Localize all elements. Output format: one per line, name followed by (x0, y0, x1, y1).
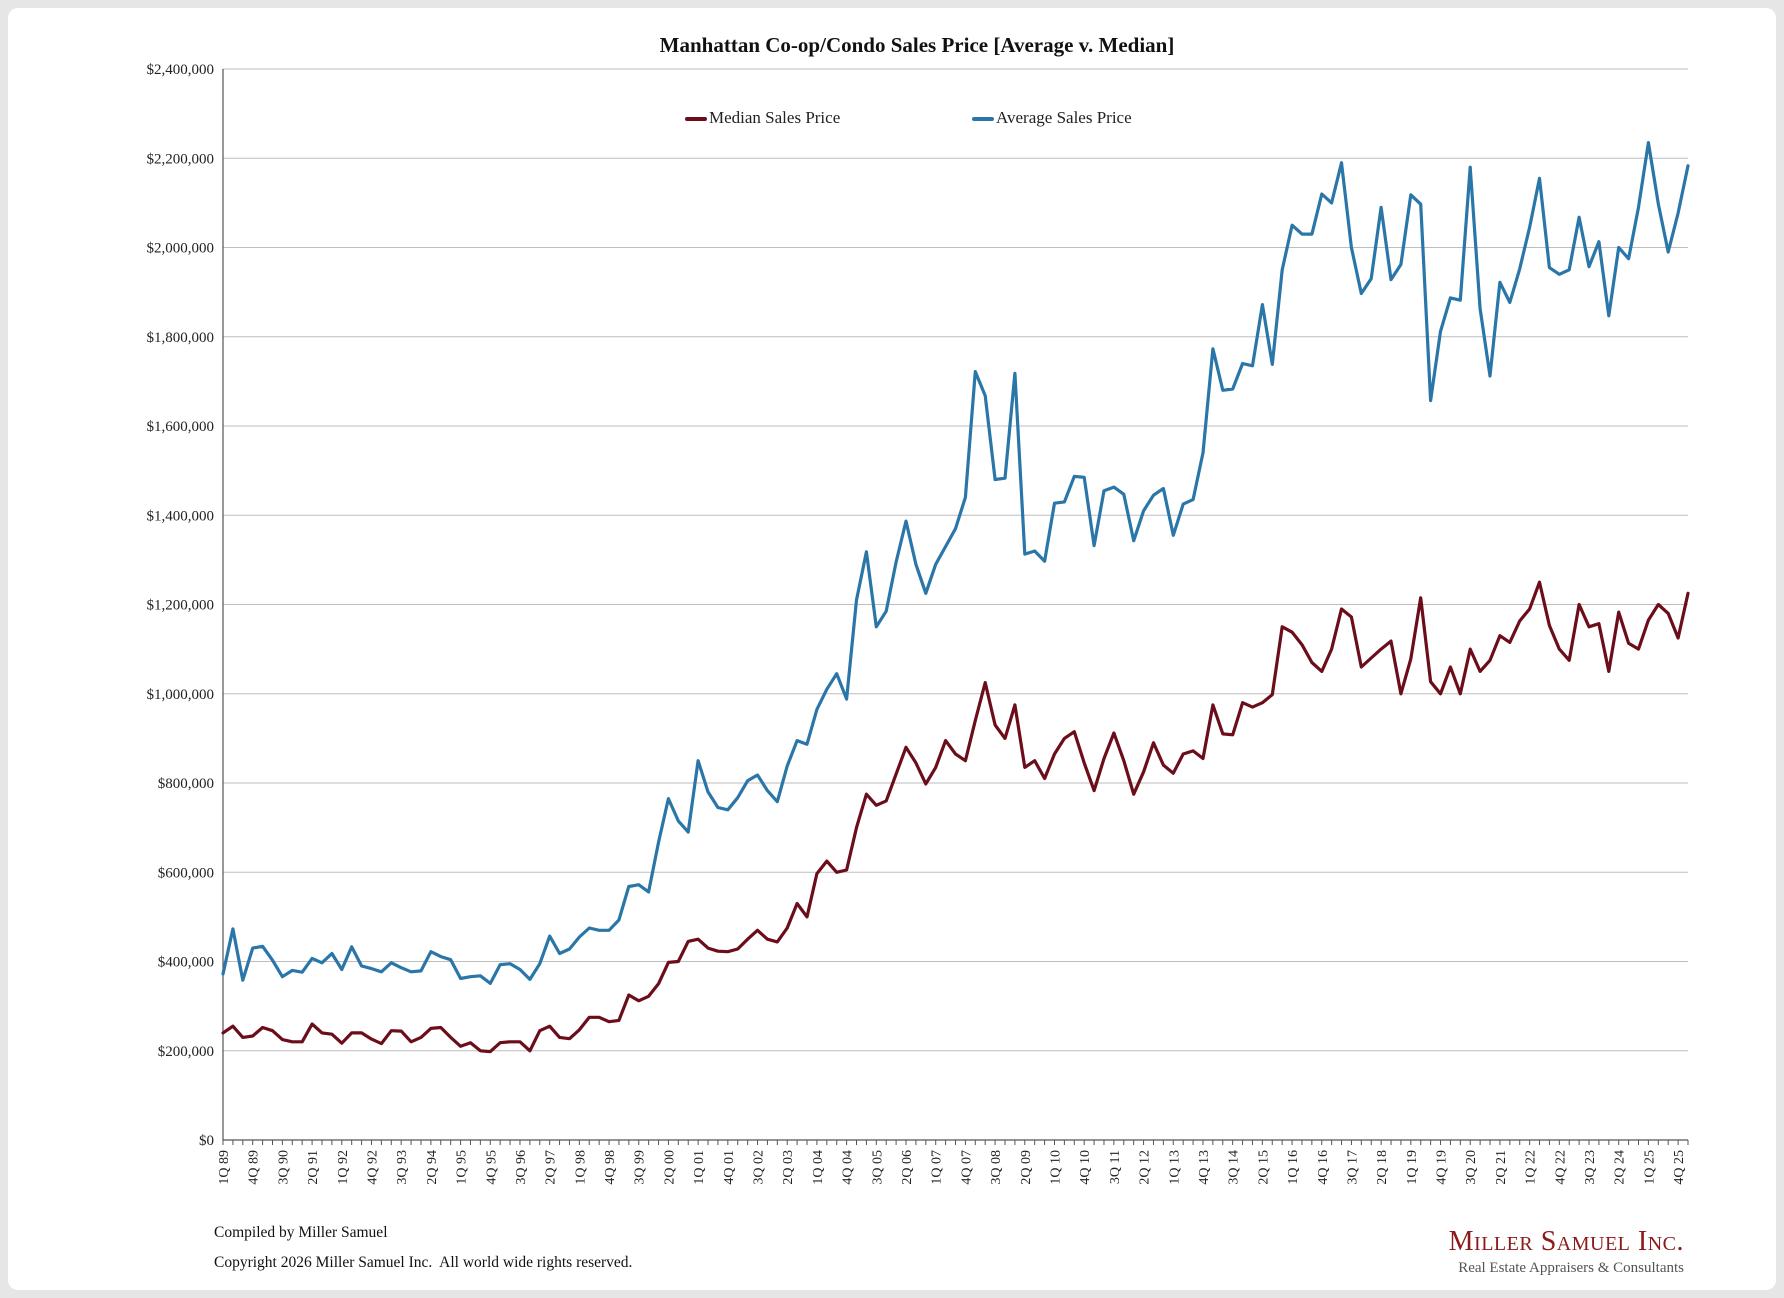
chart-svg: Manhattan Co-op/Condo Sales Price [Avera… (147, 33, 1690, 1185)
x-tick-label: 1Q 92 (336, 1150, 351, 1185)
x-tick-label: 2Q 00 (662, 1150, 677, 1185)
x-tick-label: 4Q 22 (1553, 1150, 1568, 1185)
x-tick-label: 3Q 20 (1464, 1150, 1479, 1185)
x-tick-label: 1Q 01 (692, 1150, 707, 1185)
x-tick-label: 3Q 05 (870, 1150, 885, 1185)
x-tick-label: 3Q 14 (1227, 1150, 1242, 1185)
x-tick-label: 2Q 97 (544, 1150, 559, 1185)
x-tick-label: 1Q 13 (1167, 1150, 1182, 1185)
x-tick-label: 4Q 19 (1435, 1150, 1450, 1185)
x-tick-label: 4Q 89 (247, 1150, 262, 1185)
x-tick-label: 2Q 06 (900, 1150, 915, 1185)
x-tick-label: 1Q 25 (1642, 1150, 1657, 1185)
y-tick-label: $200,000 (158, 1044, 214, 1060)
y-tick-label: $400,000 (158, 955, 214, 971)
x-tick-label: 4Q 04 (841, 1150, 856, 1185)
x-tick-label: 2Q 03 (781, 1150, 796, 1185)
y-tick-label: $2,200,000 (147, 151, 215, 167)
legend-median-swatch (685, 117, 707, 122)
series-line-median (221, 580, 1690, 1054)
y-tick-label: $1,200,000 (147, 598, 215, 614)
legend-average: Average Sales Price (972, 108, 1132, 128)
x-tick-label: 2Q 18 (1375, 1150, 1390, 1185)
legend-average-swatch (972, 117, 994, 122)
x-tick-label: 1Q 04 (811, 1150, 826, 1185)
x-tick-label: 2Q 09 (1019, 1150, 1034, 1185)
x-tick-label: 1Q 16 (1286, 1150, 1301, 1185)
x-tick-label: 3Q 99 (633, 1150, 648, 1185)
x-tick-label: 3Q 08 (989, 1150, 1004, 1185)
x-tick-label: 2Q 94 (425, 1150, 440, 1185)
brand-tagline: Real Estate Appraisers & Consultants (1458, 1260, 1684, 1276)
x-tick-label: 3Q 96 (514, 1150, 529, 1185)
x-tick-label: 2Q 15 (1256, 1150, 1271, 1185)
y-tick-label: $1,800,000 (147, 330, 215, 346)
x-tick-label: 4Q 07 (959, 1150, 974, 1185)
x-tick-label: 3Q 17 (1345, 1150, 1360, 1185)
x-tick-label: 3Q 90 (276, 1150, 291, 1185)
legend-median-label: Median Sales Price (709, 108, 841, 127)
copyright-notice: Copyright 2026 Miller Samuel Inc. All wo… (214, 1254, 633, 1271)
x-tick-label: 3Q 11 (1108, 1150, 1123, 1184)
chart-frame: Manhattan Co-op/Condo Sales Price [Avera… (8, 8, 1776, 1290)
series-line-average (221, 141, 1690, 986)
x-tick-label: 3Q 23 (1583, 1150, 1598, 1185)
x-tick-label: 4Q 92 (365, 1150, 380, 1185)
x-tick-label: 1Q 89 (217, 1150, 232, 1185)
y-tick-label: $1,000,000 (147, 687, 215, 703)
y-tick-label: $0 (199, 1133, 214, 1149)
x-axis-labels: 1Q 89 4Q 89 3Q 90 2Q 91 1Q 92 4Q 92 3Q 93 2Q 94… (217, 1140, 1689, 1185)
x-tick-label: 1Q 07 (930, 1150, 945, 1185)
x-tick-label: 2Q 21 (1494, 1150, 1509, 1185)
y-tick-label: $800,000 (158, 776, 214, 792)
x-tick-label: 4Q 10 (1078, 1150, 1093, 1185)
x-tick-label: 1Q 19 (1405, 1150, 1420, 1185)
y-tick-label: $2,000,000 (147, 241, 215, 257)
x-tick-label: 2Q 24 (1613, 1150, 1628, 1185)
x-tick-label: 4Q 01 (722, 1150, 737, 1185)
y-tick-label: $1,400,000 (147, 508, 215, 524)
x-tick-label: 3Q 02 (752, 1150, 767, 1185)
series-lines (221, 141, 1690, 1054)
gridlines (222, 68, 1688, 1141)
compiled-by: Compiled by Miller Samuel (214, 1224, 388, 1241)
x-tick-label: 1Q 95 (455, 1150, 470, 1185)
x-tick-label: 1Q 10 (1048, 1150, 1063, 1185)
brand-name: Miller Samuel Inc. (1448, 1226, 1684, 1257)
y-tick-label: $2,400,000 (147, 62, 215, 78)
legend-median: Median Sales Price (685, 108, 840, 128)
y-tick-label: $600,000 (158, 865, 214, 881)
y-tick-label: $1,600,000 (147, 419, 215, 435)
brand-logo: Miller Samuel Inc. Real Estate Appraiser… (1449, 1226, 1684, 1277)
x-tick-label: 1Q 98 (573, 1150, 588, 1185)
x-tick-label: 3Q 93 (395, 1150, 410, 1185)
legend-average-label: Average Sales Price (996, 108, 1132, 127)
x-tick-label: 4Q 95 (484, 1150, 499, 1185)
x-tick-label: 4Q 16 (1316, 1150, 1331, 1185)
y-axis-labels: $0 $200,000 $400,000 $600,000 $800,000 $1,000… (147, 62, 215, 1149)
x-tick-label: 2Q 12 (1138, 1150, 1153, 1185)
x-tick-label: 4Q 25 (1672, 1150, 1687, 1185)
x-tick-label: 4Q 13 (1197, 1150, 1212, 1185)
x-tick-label: 1Q 22 (1524, 1150, 1539, 1185)
chart-title: Manhattan Co-op/Condo Sales Price [Avera… (660, 33, 1175, 57)
x-tick-label: 2Q 91 (306, 1150, 321, 1185)
x-tick-label: 4Q 98 (603, 1150, 618, 1185)
